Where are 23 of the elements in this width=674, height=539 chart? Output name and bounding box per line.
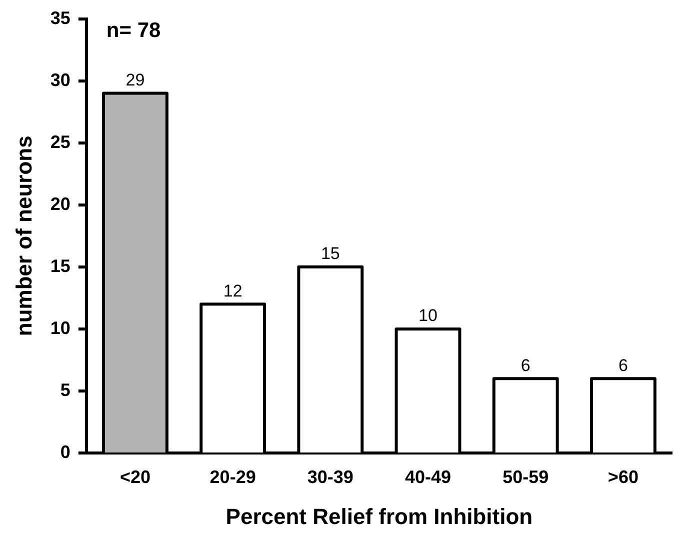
y-tick-label: 20	[50, 194, 70, 214]
x-tick-label: >60	[608, 466, 638, 487]
x-axis-title: Percent Relief from Inhibition	[226, 504, 533, 529]
data-label: 6	[618, 356, 628, 375]
y-tick-label: 15	[50, 256, 70, 276]
y-tick-label: 35	[50, 8, 70, 28]
x-tick-label: 30-39	[307, 466, 354, 487]
data-label: 10	[418, 306, 438, 326]
x-tick-label: 40-49	[404, 466, 452, 487]
y-tick-label: 25	[50, 132, 70, 152]
y-tick-label: 5	[60, 380, 70, 400]
y-tick-label: 30	[50, 70, 70, 90]
x-tick-label: 50-59	[502, 466, 549, 487]
data-label: 6	[520, 356, 530, 375]
y-tick-label: 0	[60, 442, 70, 462]
annotation: n= 78	[106, 19, 162, 42]
y-tick-label: 10	[50, 318, 70, 338]
y-axis-title: number of neurons	[11, 136, 36, 336]
data-label: 29	[126, 70, 145, 90]
x-tick-label: <20	[120, 466, 150, 487]
data-label: 12	[223, 281, 242, 300]
data-label: 15	[320, 244, 340, 264]
x-tick-label: 20-29	[210, 466, 256, 487]
